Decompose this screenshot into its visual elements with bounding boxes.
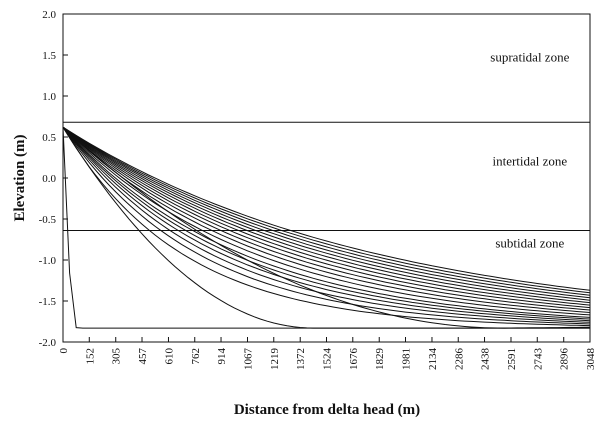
zone-label-2: subtidal zone (495, 236, 564, 251)
profile-curve-14 (62, 126, 591, 304)
profile-curve-6 (62, 126, 591, 322)
x-tick-label-6: 914 (216, 348, 228, 365)
profile-curve-12 (62, 126, 591, 309)
profile-curve-7 (62, 126, 591, 320)
y-tick-label-2: 1.0 (42, 91, 56, 103)
x-tick-label-9: 1372 (295, 348, 307, 370)
profile-curve-10 (62, 126, 591, 313)
x-tick-label-4: 610 (163, 348, 175, 365)
x-tick-label-0: 0 (58, 348, 70, 354)
x-tick-label-5: 762 (190, 348, 202, 365)
y-axis-title: Elevation (m) (12, 134, 28, 221)
profile-curve-4 (62, 126, 591, 325)
profile-curve-2 (62, 126, 591, 329)
y-tick-label-3: 0.5 (42, 132, 56, 144)
profile-curve-8 (62, 126, 591, 318)
x-tick-label-3: 457 (137, 348, 149, 365)
x-tick-label-12: 1829 (374, 348, 386, 371)
profile-curve-19 (62, 126, 591, 291)
profile-curve-17 (62, 126, 591, 296)
profile-curve-16 (62, 126, 591, 299)
profile-curve-11 (62, 126, 591, 311)
y-tick-label-4: 0.0 (42, 173, 56, 185)
x-tick-label-10: 1524 (322, 348, 334, 371)
profile-curve-9 (62, 126, 591, 316)
zone-label-0: supratidal zone (490, 50, 569, 65)
x-tick-label-1: 152 (84, 348, 96, 365)
x-tick-label-8: 1219 (269, 348, 281, 371)
profile-curve-15 (62, 126, 591, 301)
y-tick-label-6: -1.0 (39, 255, 57, 267)
profile-curve-5 (62, 126, 591, 323)
x-tick-label-15: 2286 (453, 348, 465, 371)
x-tick-label-17: 2591 (506, 348, 518, 370)
profile-curve-13 (62, 126, 591, 306)
zone-label-1: intertidal zone (492, 154, 567, 169)
x-tick-label-2: 305 (111, 348, 123, 365)
x-tick-label-7: 1067 (242, 348, 254, 371)
x-tick-label-13: 1981 (401, 348, 413, 370)
y-tick-label-0: 2.0 (42, 9, 56, 21)
y-tick-label-5: -0.5 (39, 214, 57, 226)
y-tick-label-8: -2.0 (39, 337, 57, 349)
y-tick-label-1: 1.5 (42, 50, 56, 62)
x-tick-label-19: 2896 (559, 348, 571, 371)
y-tick-label-7: -1.5 (39, 296, 57, 308)
profile-curve-18 (62, 126, 591, 294)
profile-curve-3 (62, 126, 591, 327)
x-tick-label-20: 3048 (585, 348, 597, 371)
x-tick-label-11: 1676 (348, 348, 360, 371)
x-tick-label-14: 2134 (427, 348, 439, 371)
x-tick-label-16: 2438 (480, 348, 492, 371)
x-axis-title: Distance from delta head (m) (234, 402, 420, 418)
x-tick-label-18: 2743 (532, 348, 544, 371)
